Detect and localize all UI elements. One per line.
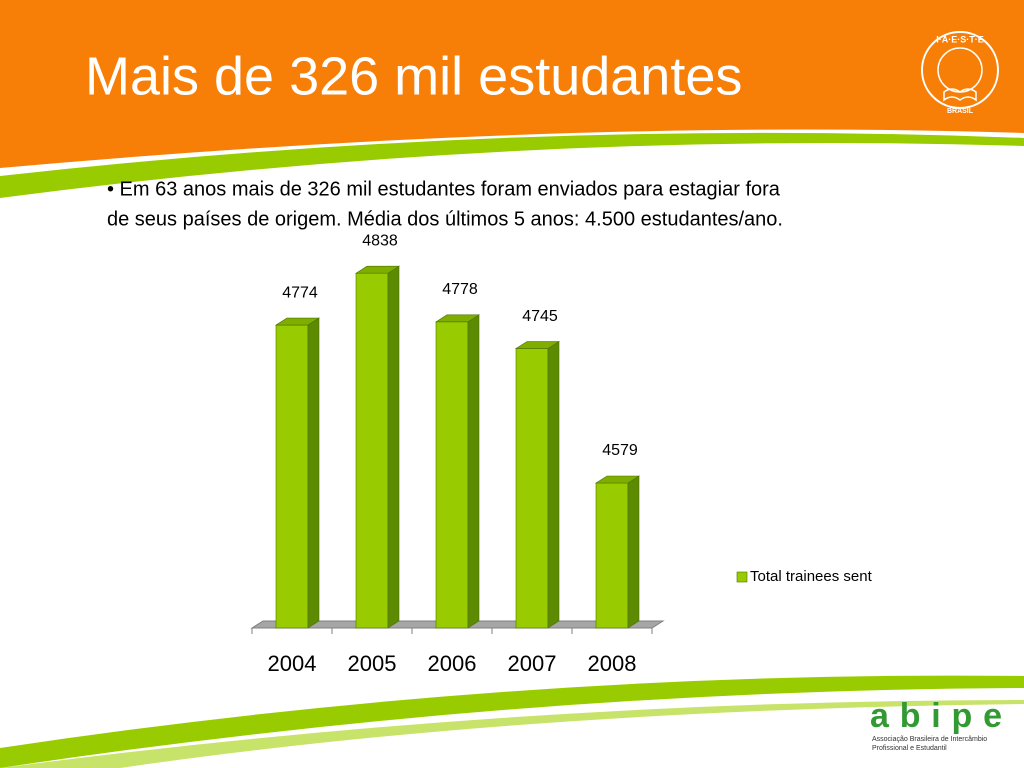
footer-swoosh-light xyxy=(0,700,1024,768)
abipe-line: Associação Brasileira de Intercâmbio xyxy=(872,736,987,743)
bar-top xyxy=(514,341,561,349)
logo-book xyxy=(943,88,977,102)
bar-top xyxy=(274,317,321,326)
footer-swoosh xyxy=(0,675,1024,768)
bar xyxy=(595,482,629,629)
bar xyxy=(515,348,549,629)
chart: 2004 4774 2005 4838 2006 4778 2007 4745 2008 4579… xyxy=(250,232,873,676)
slide-title: Mais de 326 mil estudantes xyxy=(85,46,742,106)
abipe-line: Profissional e Estudantil xyxy=(872,745,947,752)
x-tick-label: 2007 xyxy=(508,651,557,676)
bar-top xyxy=(594,475,641,484)
bar-side xyxy=(467,314,480,629)
value-label: 4579 xyxy=(602,442,638,459)
iaeste-logo: I·A·E·S·T·E BRASIL xyxy=(921,31,999,115)
bar-side xyxy=(547,341,560,629)
bar-top xyxy=(354,265,401,274)
legend-swatch xyxy=(736,571,748,583)
bar xyxy=(435,321,469,629)
logo-ring xyxy=(921,31,999,109)
bar xyxy=(355,272,389,629)
logo-name: I·A·E·S·T·E xyxy=(936,34,984,44)
x-tick-label: 2004 xyxy=(268,651,317,676)
bullet-line: • Em 63 anos mais de 326 mil estudantes … xyxy=(107,178,781,200)
value-label: 4745 xyxy=(522,308,558,325)
x-tick-label: 2005 xyxy=(348,651,397,676)
value-label: 4774 xyxy=(282,284,318,301)
header-band xyxy=(0,0,1024,168)
header-stripe xyxy=(0,132,1024,198)
x-tick-label: 2006 xyxy=(428,651,477,676)
legend-label: Total trainees sent xyxy=(750,568,873,585)
value-label: 4778 xyxy=(442,281,478,298)
bullet-line: de seus países de origem. Média dos últi… xyxy=(107,208,783,230)
bar xyxy=(275,324,309,629)
value-label: 4838 xyxy=(362,232,398,249)
bar-side xyxy=(387,265,400,629)
logo-country: BRASIL xyxy=(947,108,974,115)
bar-side xyxy=(627,475,640,629)
bar-side xyxy=(307,317,320,629)
x-tick-label: 2008 xyxy=(588,651,637,676)
bar-top xyxy=(434,314,481,323)
